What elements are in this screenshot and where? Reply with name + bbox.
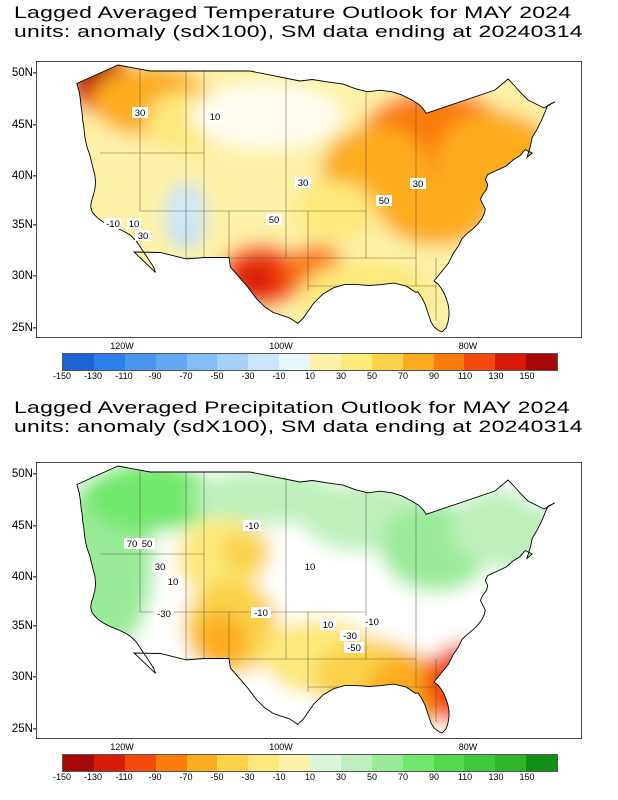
- svg-text:70: 70: [127, 539, 138, 550]
- svg-text:-10: -10: [106, 219, 120, 230]
- svg-text:-50: -50: [347, 643, 361, 654]
- svg-text:30: 30: [298, 178, 309, 189]
- svg-text:50: 50: [269, 215, 280, 226]
- svg-text:-30: -30: [343, 631, 357, 642]
- svg-text:10: 10: [129, 219, 140, 230]
- svg-text:30: 30: [135, 108, 146, 119]
- svg-text:10: 10: [168, 577, 179, 588]
- svg-text:30: 30: [138, 231, 149, 242]
- svg-text:10: 10: [323, 620, 334, 631]
- svg-text:-10: -10: [245, 521, 259, 532]
- svg-text:-30: -30: [157, 609, 171, 620]
- svg-text:30: 30: [155, 562, 166, 573]
- svg-text:10: 10: [305, 562, 316, 573]
- svg-text:50: 50: [379, 196, 390, 207]
- svg-text:-10: -10: [365, 617, 379, 628]
- svg-text:50: 50: [142, 539, 153, 550]
- svg-text:30: 30: [413, 179, 424, 190]
- svg-text:-10: -10: [254, 608, 268, 619]
- svg-text:10: 10: [210, 112, 221, 123]
